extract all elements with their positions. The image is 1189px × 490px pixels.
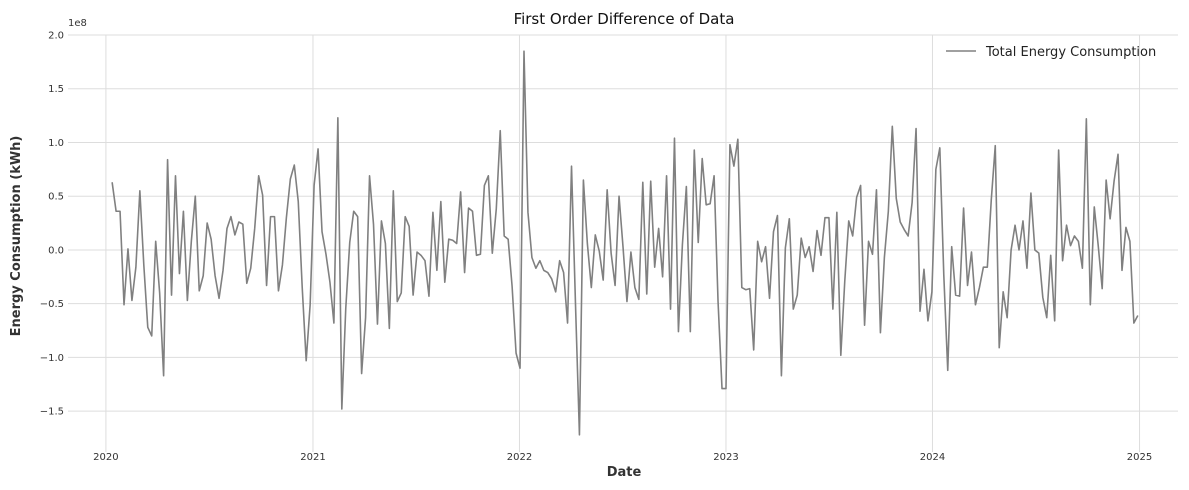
x-tick-label: 2024 (920, 452, 945, 463)
x-tick-label: 2025 (1127, 452, 1152, 463)
x-tick-label: 2021 (300, 452, 325, 463)
y-offset-label: 1e8 (68, 18, 87, 29)
y-tick-label: 0.0 (48, 245, 64, 256)
x-tick-label: 2023 (713, 452, 738, 463)
y-axis-title: Energy Consumption (kWh) (9, 136, 24, 337)
y-tick-label: −0.5 (40, 299, 64, 310)
legend-label: Total Energy Consumption (985, 45, 1156, 60)
legend: Total Energy Consumption (946, 45, 1156, 60)
y-tick-label: 2.0 (48, 31, 64, 42)
axes: 2020 2021 2022 2023 2024 2025 2.0 1.5 1.0 0.5 0.0 −… (40, 31, 1153, 464)
y-tick-label: 1.5 (48, 84, 64, 95)
chart-title: First Order Difference of Data (514, 10, 735, 28)
y-tick-label: 0.5 (48, 192, 64, 203)
series-layer (111, 50, 1139, 436)
y-tick-label: −1.5 (40, 407, 64, 418)
x-tick-label: 2020 (93, 452, 118, 463)
y-tick-label: −1.0 (40, 353, 64, 364)
x-axis-title: Date (607, 465, 642, 480)
series-line (111, 50, 1139, 436)
x-tick-label: 2022 (507, 452, 532, 463)
y-tick-label: 1.0 (48, 138, 64, 149)
